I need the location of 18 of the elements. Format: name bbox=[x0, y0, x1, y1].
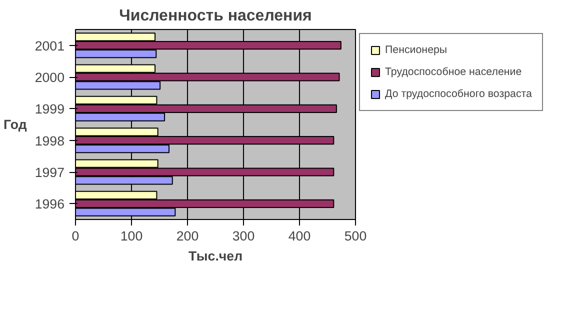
x-axis-title: Тыс.чел bbox=[188, 248, 243, 264]
y-tick-label: 1998 bbox=[34, 133, 65, 148]
y-tick-label: 1999 bbox=[34, 102, 65, 117]
y-tick-label: 1997 bbox=[34, 165, 65, 180]
y-tick-label: 2000 bbox=[34, 70, 65, 85]
x-tick-label: 200 bbox=[176, 228, 199, 244]
x-tick-label: 0 bbox=[72, 228, 80, 244]
x-tick-label: 400 bbox=[288, 228, 311, 244]
legend-label: Трудоспособное население bbox=[385, 66, 522, 78]
y-axis-title: Год bbox=[4, 117, 28, 132]
x-tick-label: 500 bbox=[344, 228, 367, 244]
legend-label: Пенсионеры bbox=[385, 44, 448, 56]
legend-label: До трудоспособного возраста bbox=[385, 88, 532, 100]
x-tick-label: 300 bbox=[232, 228, 255, 244]
y-tick-label: 2001 bbox=[34, 38, 65, 54]
x-tick-label: 100 bbox=[120, 228, 143, 244]
y-tick-label: 1996 bbox=[34, 196, 65, 212]
chart-title: Численность населения bbox=[119, 8, 312, 24]
